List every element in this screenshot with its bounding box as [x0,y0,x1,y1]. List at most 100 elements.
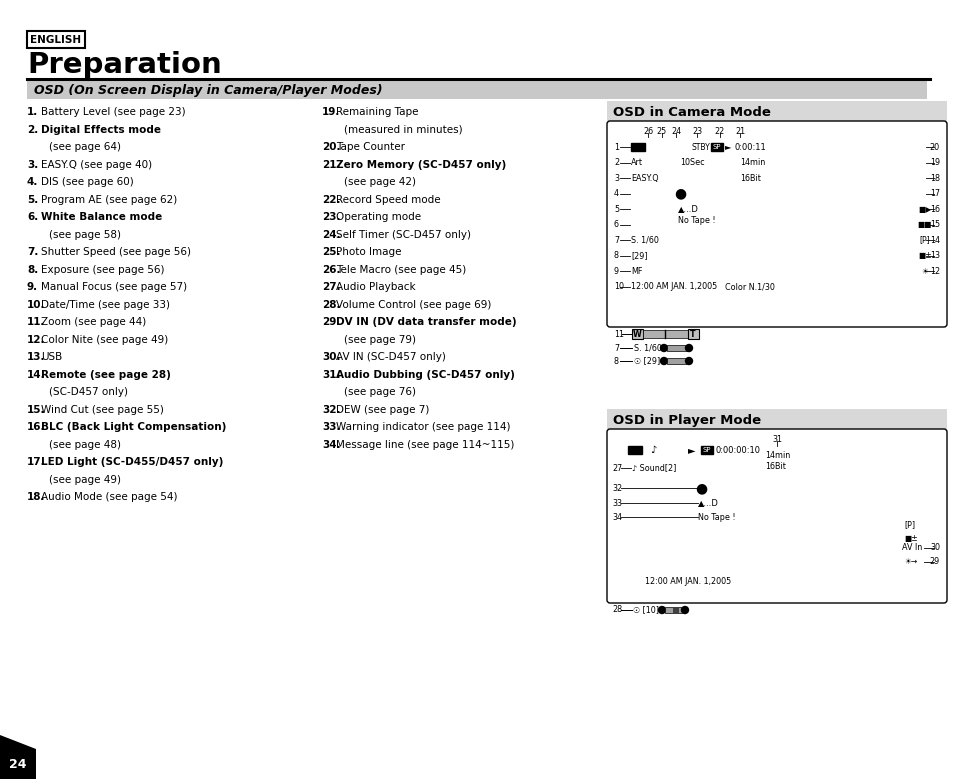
Circle shape [659,358,667,365]
Text: 34: 34 [612,513,621,521]
Text: 20.: 20. [322,142,340,152]
Text: ENGLISH: ENGLISH [30,34,81,44]
Text: AV IN (SC-D457 only): AV IN (SC-D457 only) [335,352,445,362]
Text: (see page 79): (see page 79) [344,334,416,344]
Circle shape [685,344,692,351]
Bar [710,143,722,151]
Text: EASY.Q (see page 40): EASY.Q (see page 40) [41,160,152,170]
Bar [672,607,679,613]
Text: 0:00:00:10: 0:00:00:10 [716,446,760,454]
Text: Battery Level (see page 23): Battery Level (see page 23) [41,107,186,117]
Text: 16Bit: 16Bit [764,462,785,471]
Text: 16: 16 [929,205,939,213]
Text: 13: 13 [929,251,939,260]
Text: Manual Focus (see page 57): Manual Focus (see page 57) [41,282,187,292]
Text: ☉ [29]: ☉ [29] [634,357,659,365]
Bar [606,101,946,123]
Text: 8: 8 [614,357,618,365]
Text: 4.: 4. [27,177,38,187]
Text: 34.: 34. [322,439,340,449]
Text: DEW (see page 7): DEW (see page 7) [335,404,429,414]
Text: 23: 23 [691,127,701,136]
Text: 21.: 21. [322,160,340,170]
Bar [606,409,946,431]
Text: 15: 15 [929,220,939,229]
Text: 3: 3 [614,174,618,182]
Text: 7.: 7. [27,247,38,257]
Text: Message line (see page 114~115): Message line (see page 114~115) [335,439,514,449]
Text: ●: ● [673,186,685,200]
Text: 21: 21 [734,127,744,136]
Text: 33: 33 [612,499,621,507]
Text: USB: USB [41,352,62,362]
Text: DIS (see page 60): DIS (see page 60) [41,177,133,187]
Text: 24: 24 [10,759,27,771]
Text: DV IN (DV data transfer mode): DV IN (DV data transfer mode) [335,317,517,327]
Text: 13.: 13. [27,352,46,362]
Text: OSD in Player Mode: OSD in Player Mode [613,414,760,426]
Text: 12.: 12. [27,334,46,344]
Text: 14min: 14min [764,451,789,460]
Text: 9: 9 [614,266,618,276]
Text: 31: 31 [771,435,781,444]
Text: 5.: 5. [27,195,38,205]
Text: 31.: 31. [322,369,340,379]
Text: 30: 30 [929,544,939,552]
Text: BLC (Back Light Compensation): BLC (Back Light Compensation) [41,422,226,432]
Bar [664,607,684,613]
Text: No Tape !: No Tape ! [678,216,715,224]
Text: 28.: 28. [322,299,340,309]
Text: Remaining Tape: Remaining Tape [335,107,418,117]
Circle shape [658,607,665,614]
Text: ●: ● [694,481,706,495]
Text: Audio Playback: Audio Playback [335,282,416,292]
Bar [666,345,688,351]
Text: 6: 6 [614,220,618,229]
Text: ▲...D: ▲...D [678,205,699,213]
Text: Digital Effects mode: Digital Effects mode [41,125,161,135]
Text: 18.: 18. [27,492,46,502]
Text: 26: 26 [642,127,653,136]
Text: Shutter Speed (see page 56): Shutter Speed (see page 56) [41,247,191,257]
Text: 12:00 AM JAN. 1,2005: 12:00 AM JAN. 1,2005 [630,282,717,291]
Circle shape [680,607,688,614]
Text: 30.: 30. [322,352,340,362]
Text: ☀→: ☀→ [903,558,916,566]
Text: OSD in Camera Mode: OSD in Camera Mode [613,105,770,118]
Bar [627,446,641,454]
Text: ■■: ■■ [917,220,931,229]
Text: [29]: [29] [630,251,647,260]
Text: 8: 8 [614,251,618,260]
Text: 16Bit: 16Bit [740,174,760,182]
Text: Self Timer (SC-D457 only): Self Timer (SC-D457 only) [335,230,471,239]
Text: Volume Control (see page 69): Volume Control (see page 69) [335,299,491,309]
Text: (see page 49): (see page 49) [49,474,121,485]
Text: SP: SP [702,447,711,453]
Text: Exposure (see page 56): Exposure (see page 56) [41,265,164,274]
Text: 20: 20 [929,143,939,151]
Text: 11: 11 [614,330,623,339]
Polygon shape [0,749,36,779]
Text: 18: 18 [929,174,939,182]
Text: 26.: 26. [322,265,340,274]
Text: 10: 10 [614,282,623,291]
Text: EASY.Q: EASY.Q [630,174,658,182]
Text: (measured in minutes): (measured in minutes) [344,125,462,135]
Text: 32: 32 [612,484,621,492]
Text: ▲...D: ▲...D [698,499,719,507]
Text: W: W [632,330,640,339]
Text: 12: 12 [929,266,939,276]
Text: Color N.1/30: Color N.1/30 [724,282,774,291]
Text: 14: 14 [929,235,939,245]
Text: ☉ [10]: ☉ [10] [633,605,659,615]
Text: 24: 24 [670,127,680,136]
Text: (see page 42): (see page 42) [344,177,416,187]
Text: ♪: ♪ [649,445,656,455]
Text: ☀: ☀ [921,266,927,276]
Text: 1.: 1. [27,107,38,117]
Text: T: T [689,330,695,339]
Text: Photo Image: Photo Image [335,247,401,257]
Text: Audio Dubbing (SC-D457 only): Audio Dubbing (SC-D457 only) [335,369,515,379]
Text: Color Nite (see page 49): Color Nite (see page 49) [41,334,168,344]
Text: Date/Time (see page 33): Date/Time (see page 33) [41,299,170,309]
